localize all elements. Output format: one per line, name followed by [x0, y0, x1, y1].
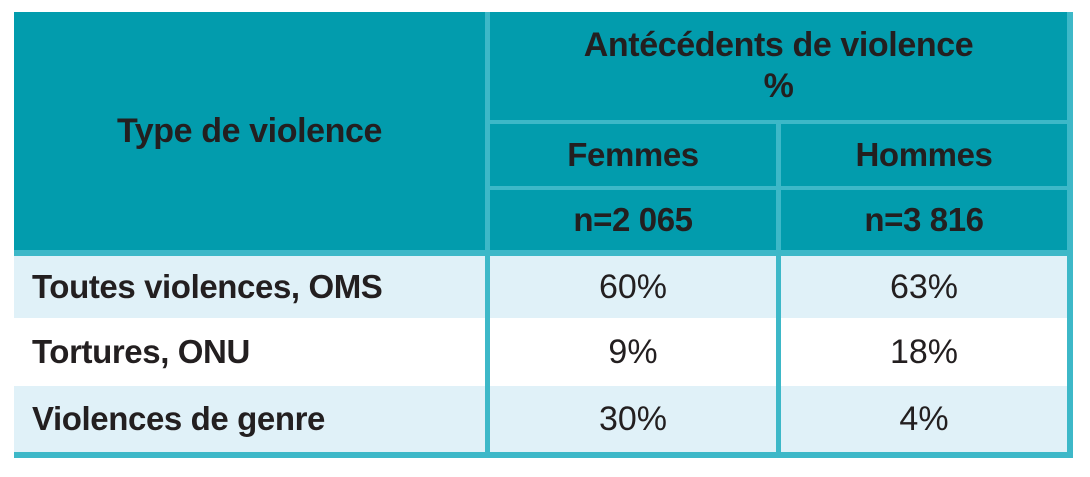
header-n-hommes-label: n=3 816	[864, 201, 984, 238]
value-text: 30%	[598, 399, 668, 438]
header-antecedents-unit: %	[763, 67, 794, 105]
value-tortures-hommes: 18%	[776, 318, 1067, 386]
header-n-femmes-label: n=2 065	[573, 201, 693, 238]
value-toutes-violences-femmes: 60%	[485, 250, 776, 318]
header-antecedents-de-violence: Antécédents de violence %	[485, 12, 1067, 120]
row-label-toutes-violences-oms: Toutes violences, OMS	[14, 250, 485, 318]
header-femmes-label: Femmes	[567, 136, 699, 173]
header-antecedents-line1: Antécédents de violence	[583, 26, 974, 64]
value-tortures-femmes: 9%	[485, 318, 776, 386]
row-label-text: Tortures, ONU	[32, 333, 250, 370]
header-hommes: Hommes	[776, 120, 1067, 186]
row-label-text: Toutes violences, OMS	[32, 268, 383, 305]
row-label-tortures-onu: Tortures, ONU	[14, 318, 485, 386]
value-text: 18%	[889, 332, 959, 371]
header-type-de-violence: Type de violence	[14, 12, 485, 250]
value-text: 60%	[598, 267, 668, 306]
header-n-hommes: n=3 816	[776, 186, 1067, 250]
header-hommes-label: Hommes	[855, 136, 993, 173]
value-text: 4%	[899, 399, 949, 438]
header-n-femmes: n=2 065	[485, 186, 776, 250]
value-text: 63%	[889, 267, 959, 306]
row-label-text: Violences de genre	[32, 400, 325, 437]
header-femmes: Femmes	[485, 120, 776, 186]
value-genre-femmes: 30%	[485, 386, 776, 452]
header-type-de-violence-label: Type de violence	[116, 111, 383, 150]
value-text: 9%	[608, 332, 658, 371]
row-label-violences-de-genre: Violences de genre	[14, 386, 485, 452]
violence-history-table: Type de violence Antécédents de violence…	[14, 12, 1073, 458]
value-toutes-violences-hommes: 63%	[776, 250, 1067, 318]
value-genre-hommes: 4%	[776, 386, 1067, 452]
